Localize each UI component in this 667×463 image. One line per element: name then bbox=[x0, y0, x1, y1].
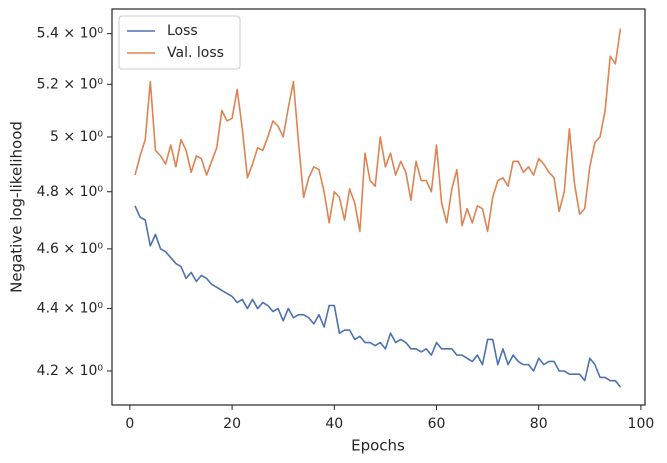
y-tick-label: 4.8 × 10⁰ bbox=[37, 184, 104, 200]
y-tick-label: 4.4 × 10⁰ bbox=[37, 301, 104, 317]
legend-label: Val. loss bbox=[167, 45, 224, 61]
y-tick-label: 4.6 × 10⁰ bbox=[37, 241, 104, 257]
plot-frame bbox=[111, 8, 646, 406]
y-tick-label: 5 × 10⁰ bbox=[50, 129, 103, 145]
x-tick-label: 40 bbox=[325, 416, 343, 432]
x-tick-label: 0 bbox=[125, 416, 134, 432]
y-tick-label: 5.2 × 10⁰ bbox=[37, 76, 104, 92]
legend-box bbox=[118, 15, 241, 70]
y-tick-label: 4.2 × 10⁰ bbox=[37, 363, 104, 379]
line-series bbox=[134, 28, 622, 233]
x-tick-label: 60 bbox=[428, 416, 446, 432]
x-tick-label: 80 bbox=[530, 416, 548, 432]
x-tick-label: 100 bbox=[628, 416, 655, 432]
line-series bbox=[134, 205, 622, 388]
legend-label: Loss bbox=[167, 23, 198, 39]
y-tick-label: 5.4 × 10⁰ bbox=[37, 26, 104, 42]
x-tick-label: 20 bbox=[223, 416, 241, 432]
y-axis-label: Negative log-likelihood bbox=[8, 121, 26, 293]
x-axis-label: Epochs bbox=[351, 437, 405, 455]
